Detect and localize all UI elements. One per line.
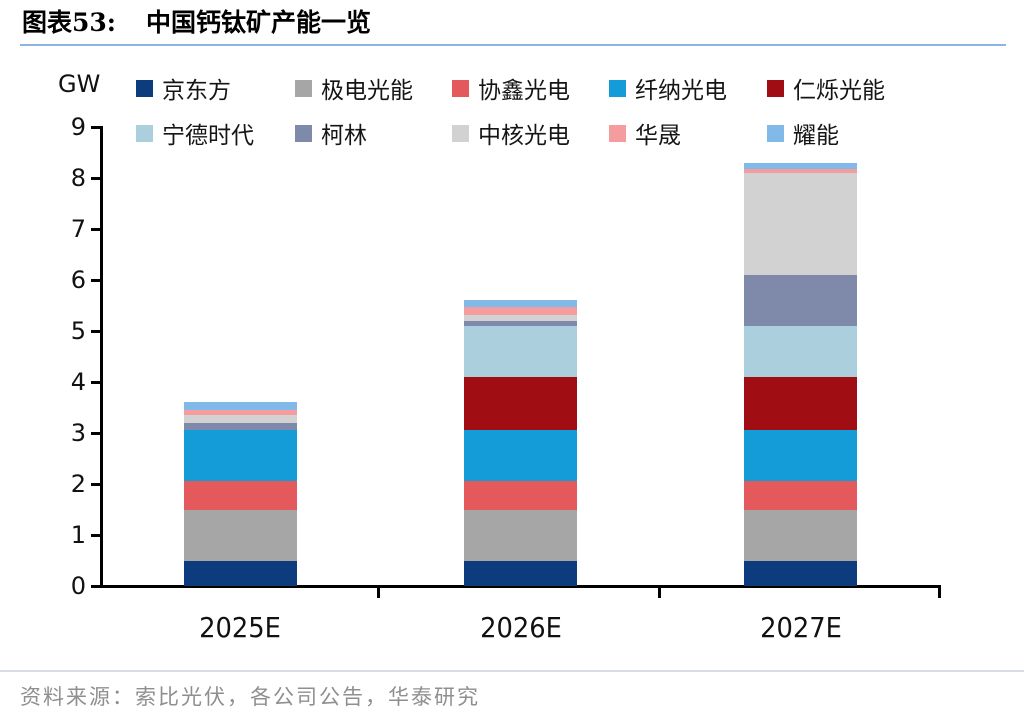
legend-label: 柯林 <box>321 123 367 149</box>
y-tick-label: 1 <box>70 521 86 549</box>
y-tick-mark <box>91 228 101 231</box>
legend-item: 协鑫光电 <box>452 77 570 104</box>
bar-segment <box>464 560 577 586</box>
bar-segment <box>744 481 858 510</box>
bar-segment <box>744 168 858 173</box>
legend-swatch-icon <box>295 124 312 142</box>
legend-item: 中核光电 <box>452 122 570 149</box>
bar-segment <box>183 481 297 510</box>
y-tick-mark <box>91 177 101 180</box>
y-tick-mark <box>91 330 101 333</box>
bar-segment <box>744 376 858 431</box>
legend-item: 仁烁光能 <box>767 77 885 104</box>
legend-label: 仁烁光能 <box>793 78 885 104</box>
y-tick-label: 9 <box>70 113 86 141</box>
bar-segment <box>744 560 858 586</box>
y-tick-mark <box>91 534 101 537</box>
bar-segment <box>464 325 577 377</box>
y-axis-line <box>100 126 103 588</box>
legend-label: 耀能 <box>793 123 839 149</box>
bar-segment <box>744 274 858 326</box>
bar-segment <box>744 509 858 561</box>
legend-item: 纤纳光电 <box>609 77 727 104</box>
legend-label: 极电光能 <box>321 78 413 104</box>
y-tick-mark <box>91 381 101 384</box>
legend-item: 京东方 <box>136 77 231 104</box>
y-tick-label: 0 <box>70 572 86 600</box>
legend-label: 中核光电 <box>478 123 570 149</box>
y-tick-label: 3 <box>70 419 86 447</box>
bar-segment <box>464 306 577 315</box>
legend-label: 协鑫光电 <box>478 78 570 104</box>
y-tick-label: 7 <box>70 215 86 243</box>
bar-segment <box>464 300 577 307</box>
bar-segment <box>464 509 577 561</box>
bar-segment <box>744 430 858 482</box>
legend-label: 纤纳光电 <box>635 78 727 104</box>
legend-swatch-icon <box>452 124 469 142</box>
bar-segment <box>744 172 858 275</box>
legend-item: 宁德时代 <box>136 122 254 149</box>
stacked-bar-2026E <box>464 300 577 586</box>
bar-segment <box>183 415 297 423</box>
y-tick-label: 2 <box>70 470 86 498</box>
bar-segment <box>464 481 577 510</box>
legend-item: 极电光能 <box>295 77 413 104</box>
page-title: 中国钙钛矿产能一览 <box>146 8 372 37</box>
bar-segment <box>183 410 297 416</box>
y-axis-unit-label: GW <box>58 70 101 98</box>
x-tick-mark <box>377 586 380 598</box>
legend-swatch-icon <box>136 79 153 97</box>
y-tick-mark <box>91 483 101 486</box>
bar-segment <box>183 402 297 411</box>
legend-swatch-icon <box>767 79 784 97</box>
legend-swatch-icon <box>136 124 153 142</box>
legend-item: 华晟 <box>609 122 681 149</box>
legend-item: 耀能 <box>767 122 839 149</box>
x-tick-mark <box>938 586 941 598</box>
legend-swatch-icon <box>767 124 784 142</box>
legend-item: 柯林 <box>295 122 367 149</box>
y-tick-label: 4 <box>70 368 86 396</box>
x-axis-label: 2027E <box>759 611 842 644</box>
figure-header: 图表53: 中国钙钛矿产能一览 <box>22 7 371 39</box>
x-tick-mark <box>658 586 661 598</box>
legend-swatch-icon <box>295 79 312 97</box>
legend-swatch-icon <box>452 79 469 97</box>
y-tick-label: 5 <box>70 317 86 345</box>
bar-segment <box>744 325 858 377</box>
y-tick-mark <box>91 432 101 435</box>
legend-swatch-icon <box>609 79 626 97</box>
y-tick-label: 6 <box>70 266 86 294</box>
y-tick-mark <box>91 279 101 282</box>
bar-segment <box>744 162 858 169</box>
bar-segment <box>464 320 577 326</box>
source-note: 资料来源：索比光伏，各公司公告，华泰研究 <box>20 685 480 709</box>
legend-label: 宁德时代 <box>162 123 254 149</box>
y-tick-mark <box>91 585 101 588</box>
x-axis-label: 2025E <box>199 611 282 644</box>
stacked-bar-2027E <box>744 162 858 586</box>
bar-segment <box>183 422 297 431</box>
stacked-bar-2025E <box>183 402 297 586</box>
legend-label: 京东方 <box>162 78 231 104</box>
bar-segment <box>464 376 577 431</box>
footer-divider <box>0 670 1024 672</box>
bar-segment <box>464 430 577 482</box>
legend-label: 华晟 <box>635 123 681 149</box>
y-tick-label: 8 <box>70 164 86 192</box>
x-axis-line <box>100 585 941 588</box>
bar-segment <box>183 560 297 586</box>
y-tick-mark <box>91 126 101 129</box>
figure-label: 图表53: <box>22 8 117 37</box>
title-underline <box>20 44 1006 46</box>
bar-segment <box>464 314 577 321</box>
x-axis-label: 2026E <box>479 611 562 644</box>
bar-segment <box>183 430 297 482</box>
legend-swatch-icon <box>609 124 626 142</box>
bar-segment <box>183 509 297 561</box>
